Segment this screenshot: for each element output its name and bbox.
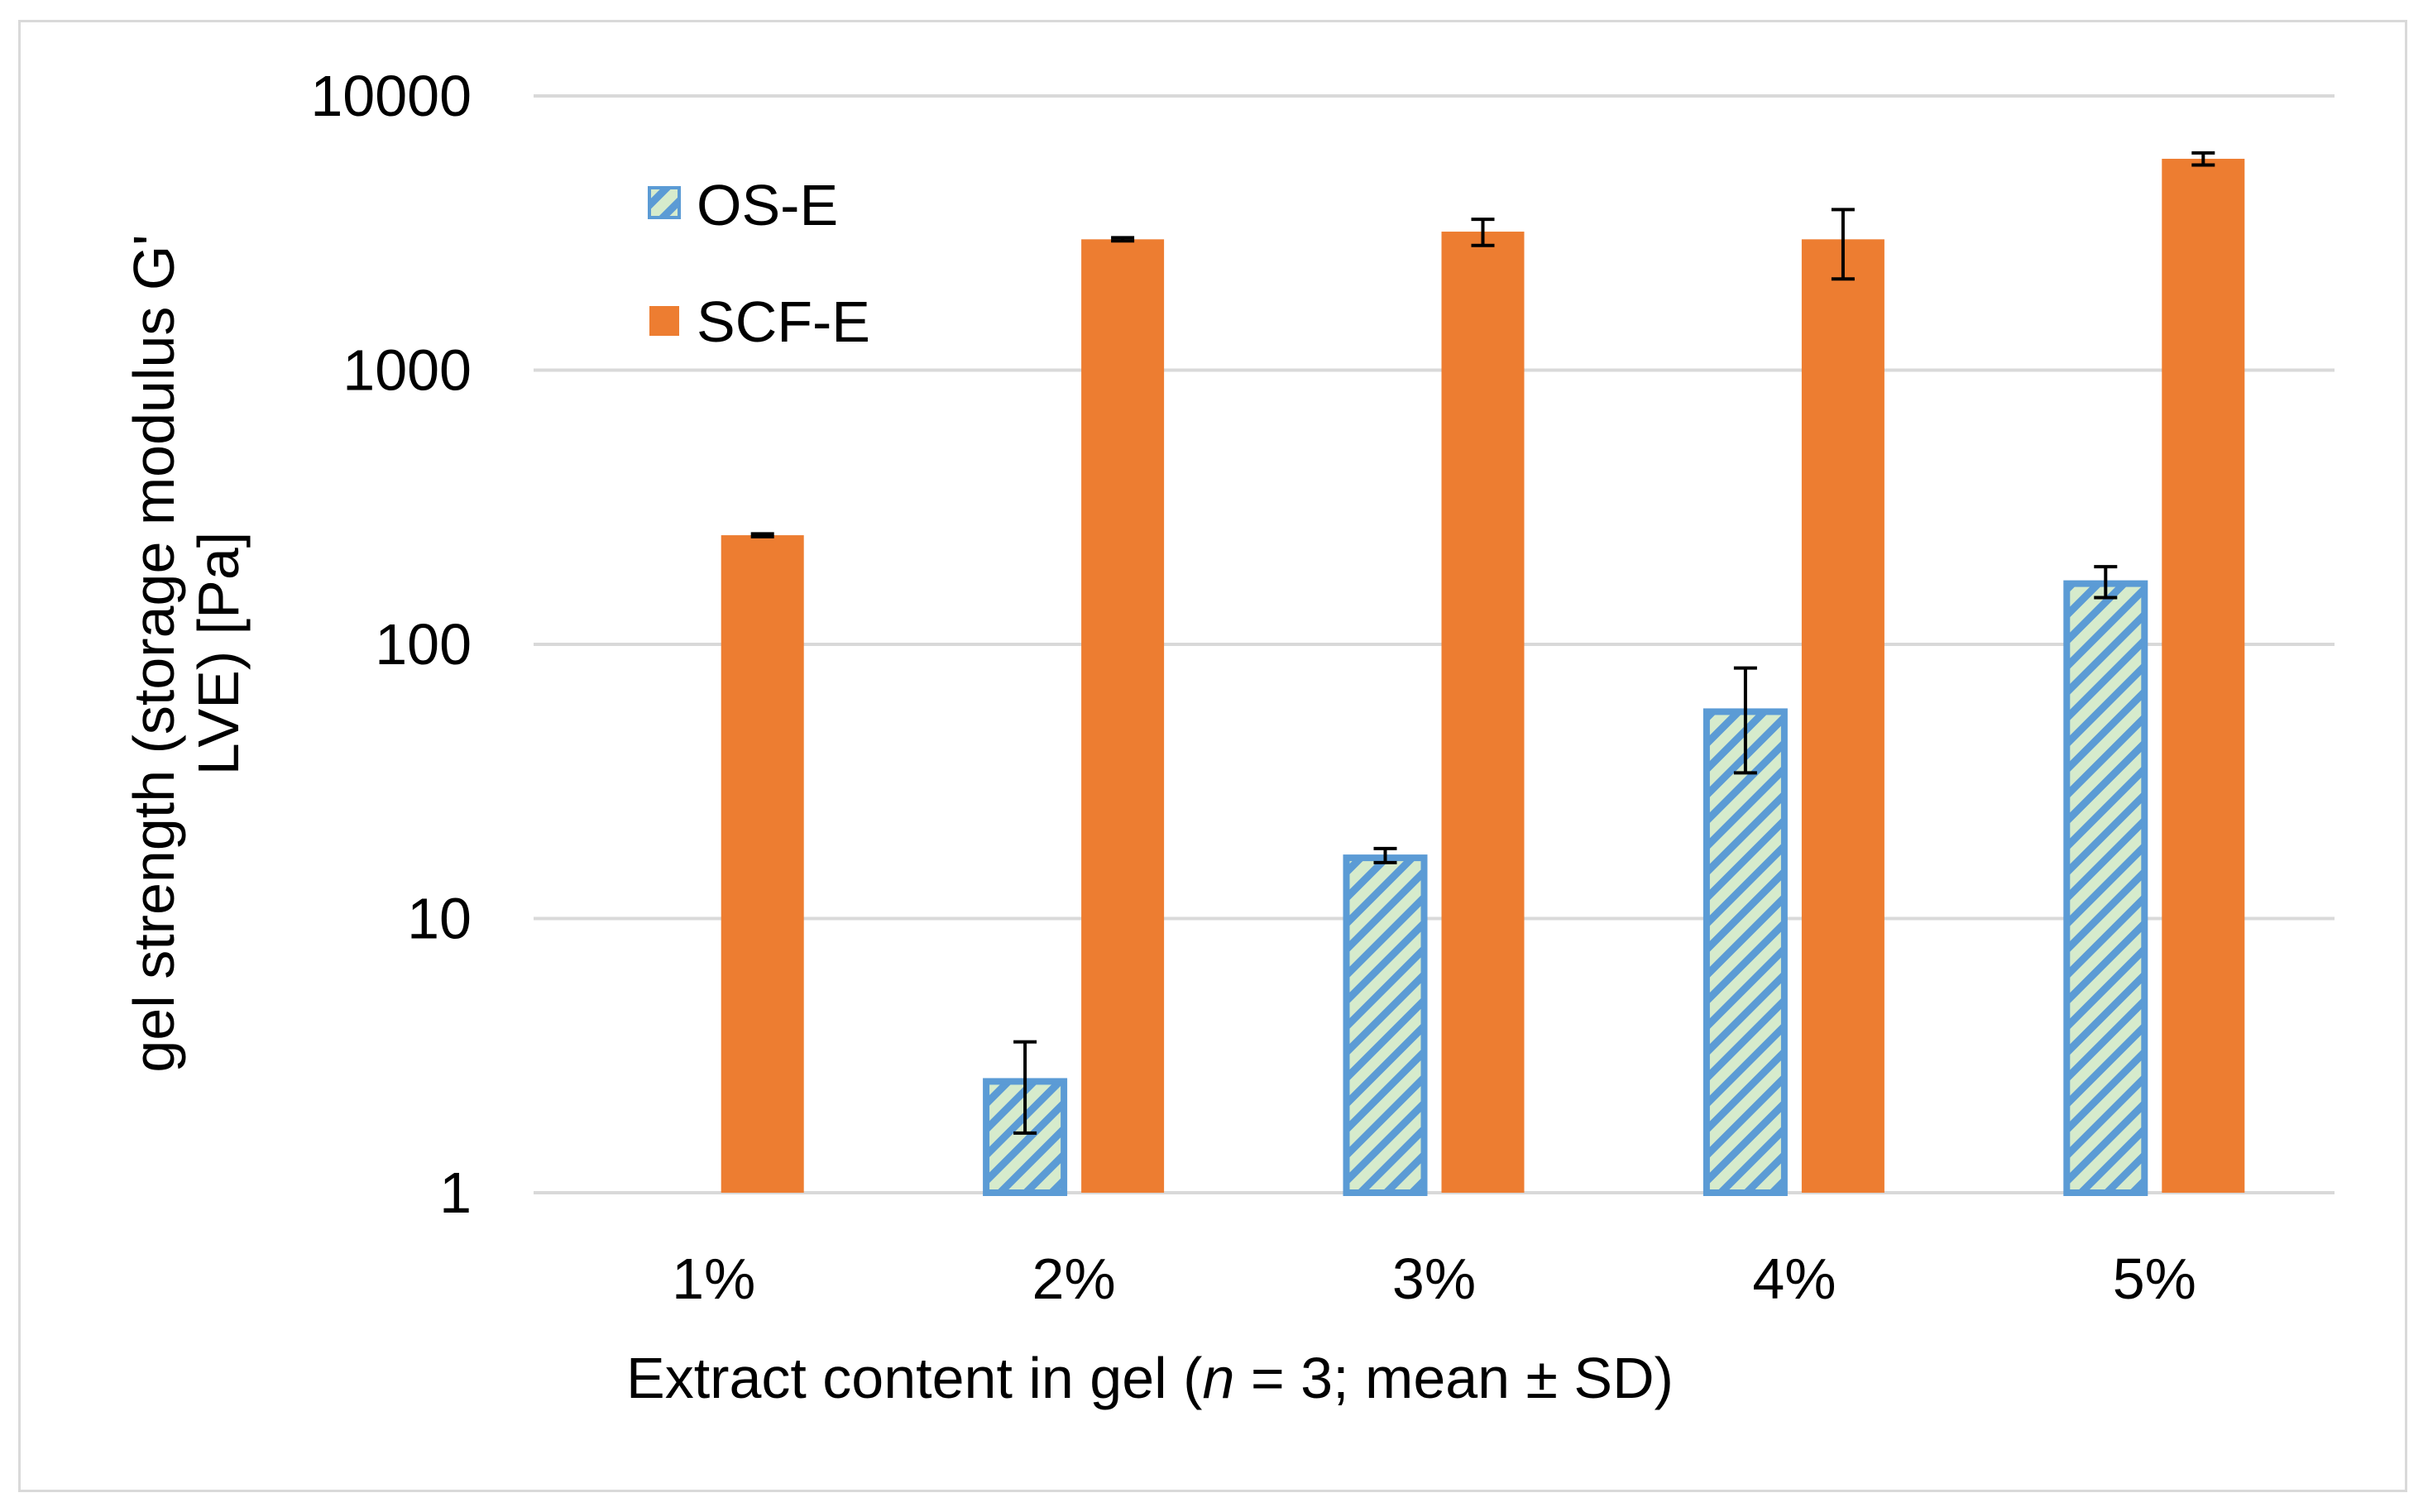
bar-scf-e [1801, 239, 1884, 1194]
x-tick-label: 4% [1752, 1246, 1836, 1311]
y-axis-title-line-1: gel strength (storage modulus G' [122, 234, 186, 1072]
legend-swatch-scf-e [649, 306, 679, 336]
x-axis-ticks: 1% 2% 3% 4% 5% [672, 1246, 2196, 1311]
legend: OS-E SCF-E [648, 173, 870, 354]
bar-os-e [2063, 580, 2148, 1196]
chart-frame [18, 20, 2407, 1492]
x-tick-label: 1% [672, 1246, 755, 1311]
bar-os-e [1702, 708, 1788, 1196]
y-axis-title: gel strength (storage modulus G' LVE) [P… [122, 234, 251, 1072]
legend-swatch-os-e [648, 186, 681, 219]
legend-label-scf-e: SCF-E [697, 289, 870, 354]
bar-scf-e [2162, 158, 2245, 1194]
x-axis-title: Extract content in gel (n = 3; mean ± SD… [626, 1346, 1674, 1410]
legend-label-os-e: OS-E [697, 173, 838, 237]
y-axis-ticks: 1 10 100 1000 10000 [310, 64, 472, 1225]
bar-os-e [1343, 854, 1428, 1197]
bar-scf-e [1081, 239, 1165, 1194]
y-tick-label: 100 [375, 612, 472, 677]
x-tick-label: 5% [2113, 1246, 2196, 1311]
y-axis-title-line-2: LVE) [Pa] [186, 532, 251, 775]
y-tick-label: 1000 [342, 338, 472, 403]
bars [721, 151, 2245, 1197]
y-tick-label: 10 [407, 887, 472, 951]
bar-scf-e [1441, 232, 1525, 1194]
y-tick-label: 10000 [310, 64, 472, 128]
x-tick-label: 2% [1032, 1246, 1116, 1311]
y-tick-label: 1 [439, 1160, 472, 1225]
bar-scf-e [721, 535, 804, 1193]
x-tick-label: 3% [1392, 1246, 1476, 1311]
gridlines [534, 94, 2335, 1194]
